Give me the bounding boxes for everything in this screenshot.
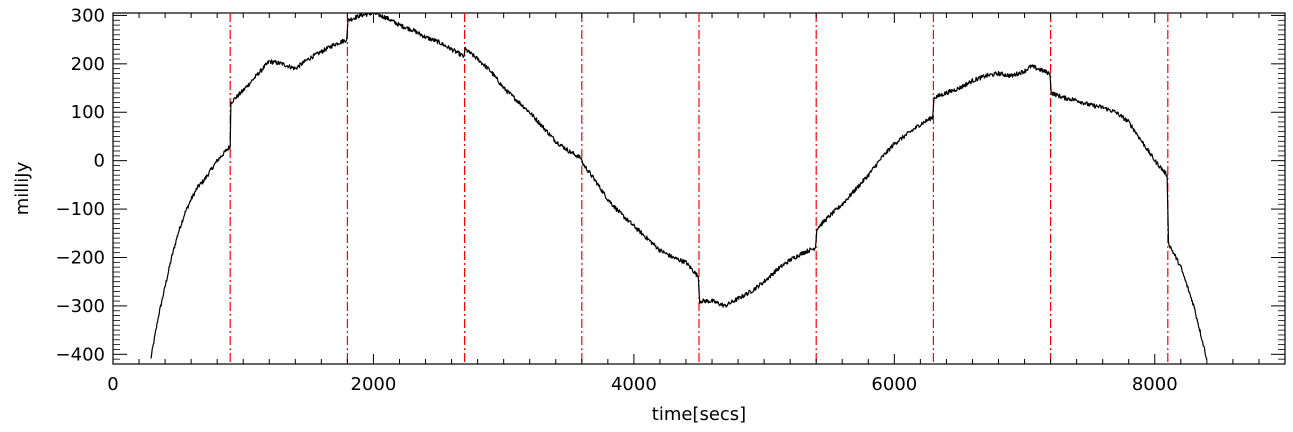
- x-tick-label: 4000: [611, 374, 657, 395]
- series-layer: [150, 13, 1208, 360]
- vertical-markers: [229, 13, 1169, 364]
- y-tick-label: 200: [71, 54, 105, 75]
- y-tick-label: −100: [56, 199, 105, 220]
- tick-labels: 0 2000 4000 6000 8000 −400 −300 −200 −100 0 100 200…: [56, 5, 1178, 395]
- y-tick-label: −300: [56, 296, 105, 317]
- axis-ticks: [112, 13, 1286, 365]
- y-tick-label: −400: [56, 344, 105, 365]
- x-tick-label: 2000: [351, 374, 397, 395]
- y-tick-label: −200: [56, 247, 105, 268]
- x-tick-label: 6000: [871, 374, 917, 395]
- y-tick-label: 100: [71, 102, 105, 123]
- y-tick-label: 0: [94, 151, 105, 172]
- x-tick-label: 0: [107, 374, 118, 395]
- y-tick-label: 300: [71, 5, 105, 26]
- x-axis-label: time[secs]: [652, 404, 746, 425]
- x-tick-label: 8000: [1132, 374, 1178, 395]
- series-line-0: [150, 13, 1208, 360]
- y-axis-label: milliJy: [12, 161, 33, 215]
